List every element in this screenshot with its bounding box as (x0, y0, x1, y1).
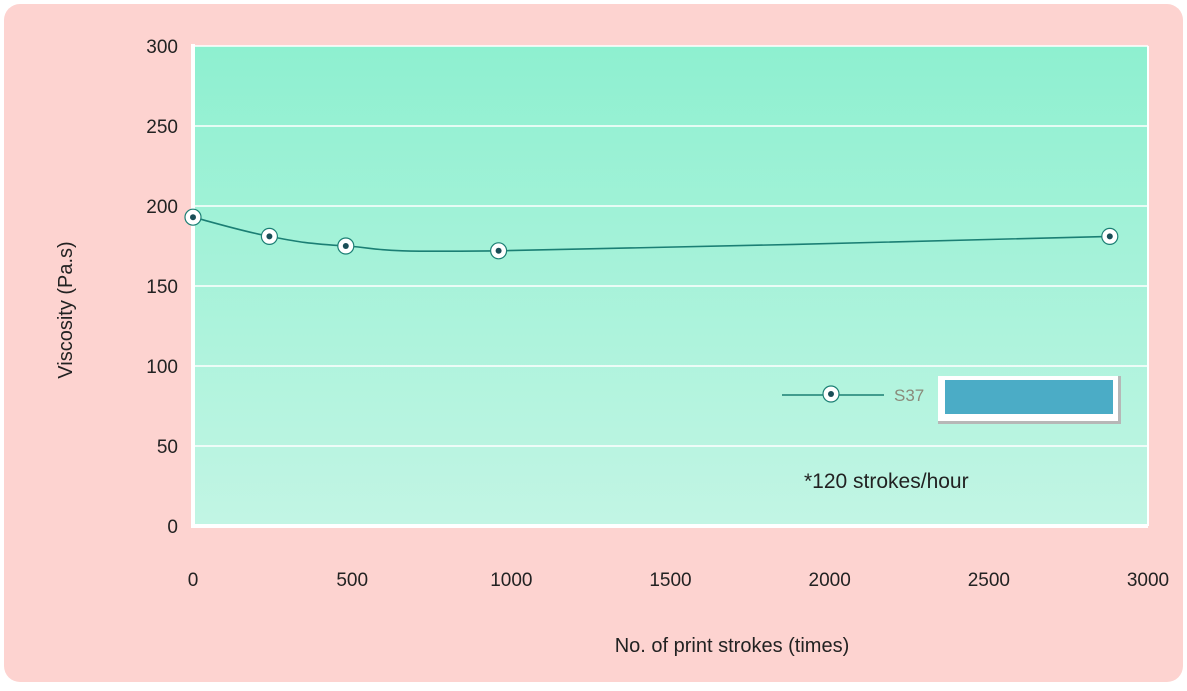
data-point-480 (337, 237, 355, 255)
x-tick-label-3000: 3000 (1127, 570, 1169, 591)
data-point-center (495, 247, 502, 254)
x-tick-label-2500: 2500 (968, 570, 1010, 591)
gridlines (193, 45, 1148, 447)
y-tick-labels: 0 50 100 150 200 250 300 (146, 37, 178, 538)
x-tick-label-1500: 1500 (649, 570, 691, 591)
data-point-960 (490, 242, 508, 260)
strokes-rate-note: *120 strokes/hour (804, 470, 969, 493)
data-point-center (342, 243, 349, 249)
legend: S37 (782, 376, 1121, 424)
legend-label: S37 (894, 386, 924, 405)
data-point-0 (184, 208, 202, 226)
data-point-240 (260, 227, 278, 245)
y-tick-label-250: 250 (146, 117, 178, 138)
y-tick-label-150: 150 (146, 277, 178, 298)
x-tick-label-2000: 2000 (809, 570, 851, 591)
legend-marker-center (828, 391, 834, 397)
x-axis-title: No. of print strokes (times) (615, 635, 850, 657)
y-tick-label-100: 100 (146, 357, 178, 378)
series-markers (184, 208, 1119, 260)
data-point-2880 (1101, 227, 1119, 245)
data-point-center (190, 214, 196, 221)
y-tick-label-300: 300 (146, 37, 178, 58)
legend-cover-box (945, 380, 1113, 414)
x-tick-label-0: 0 (188, 570, 199, 591)
y-axis-title: Viscosity (Pa.s) (55, 241, 77, 378)
data-point-center (1106, 233, 1113, 240)
y-tick-label-0: 0 (167, 517, 178, 538)
axes (191, 44, 1149, 528)
y-tick-label-50: 50 (157, 437, 178, 458)
data-point-center (266, 233, 273, 240)
y-tick-label-200: 200 (146, 197, 178, 218)
x-tick-label-500: 500 (336, 570, 368, 591)
x-tick-label-1000: 1000 (490, 570, 532, 591)
x-tick-labels: 0 500 1000 1500 2000 2500 3000 (188, 570, 1169, 591)
